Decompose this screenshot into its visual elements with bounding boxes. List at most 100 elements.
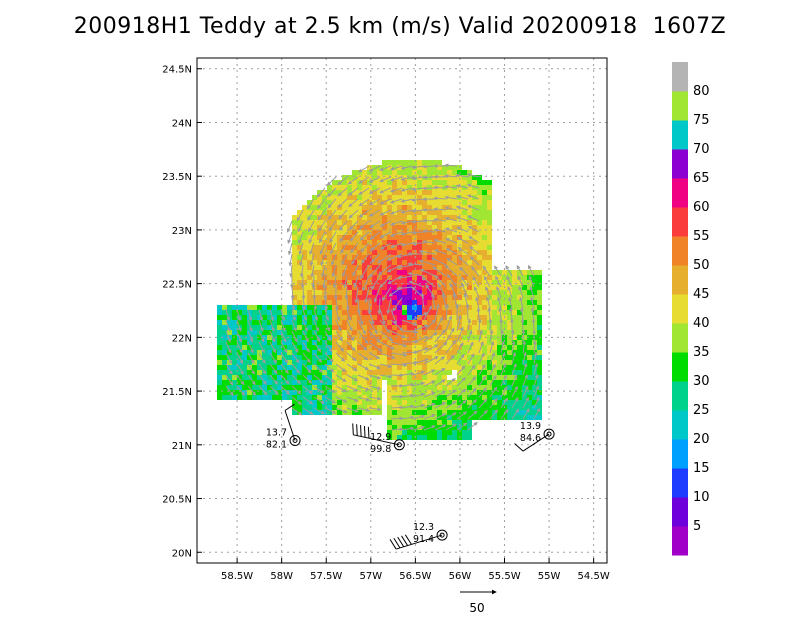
field-cell [357, 290, 362, 295]
wind-vector [368, 330, 381, 343]
field-cell [357, 300, 362, 305]
colorbar-label: 45 [693, 287, 710, 302]
field-cell [297, 305, 302, 310]
field-cell [347, 410, 352, 415]
wind-vector [335, 396, 348, 403]
field-cell [537, 305, 542, 310]
wind-vector [390, 352, 408, 357]
field-cell [322, 320, 327, 325]
field-cell [362, 195, 367, 200]
field-cell [337, 350, 342, 355]
field-cell [472, 180, 477, 185]
field-cell [412, 225, 417, 230]
field-cell [337, 395, 342, 400]
field-cell [292, 390, 297, 395]
field-cell [522, 295, 527, 300]
field-cell [252, 330, 257, 335]
field-cell [347, 200, 352, 205]
field-cell [437, 300, 442, 305]
field-cell [417, 320, 422, 325]
field-cell [277, 380, 282, 385]
field-cell [407, 360, 412, 365]
field-cell [332, 290, 337, 295]
field-cell [217, 340, 222, 345]
field-cell [427, 395, 432, 400]
wind-vector [342, 264, 348, 277]
field-cell [522, 325, 527, 330]
field-cell [347, 265, 352, 270]
field-cell [292, 245, 297, 250]
field-cell [327, 255, 332, 260]
wind-vector [371, 275, 381, 291]
field-cell [487, 205, 492, 210]
field-cell [397, 195, 402, 200]
field-cell [487, 250, 492, 255]
field-cell [527, 300, 532, 305]
field-cell [477, 230, 482, 235]
field-cell [432, 200, 437, 205]
field-cell [367, 175, 372, 180]
field-cell [287, 325, 292, 330]
field-cell [317, 310, 322, 315]
field-cell [522, 305, 527, 310]
field-cell [447, 200, 452, 205]
field-cell [427, 320, 432, 325]
field-cell [302, 345, 307, 350]
wind-vector [508, 296, 513, 310]
field-cell [302, 280, 307, 285]
field-cell [367, 315, 372, 320]
field-cell [267, 320, 272, 325]
field-cell [347, 390, 352, 395]
field-cell [342, 290, 347, 295]
field-cell [452, 415, 457, 420]
field-cell [267, 390, 272, 395]
colorbar-label: 30 [693, 374, 710, 389]
field-cell [327, 210, 332, 215]
field-cell [462, 170, 467, 175]
wind-vector [370, 242, 381, 251]
field-cell [382, 205, 387, 210]
field-cell [352, 410, 357, 415]
field-cell [327, 230, 332, 235]
field-cell [247, 360, 252, 365]
field-cell [417, 210, 422, 215]
wind-vector [346, 308, 352, 322]
wind-vector [351, 253, 359, 265]
field-cell [317, 245, 322, 250]
wind-vector [487, 307, 492, 321]
field-cell [317, 315, 322, 320]
field-cell [472, 230, 477, 235]
field-cell [432, 255, 437, 260]
field-cell [387, 385, 392, 390]
field-cell [447, 410, 452, 415]
field-cell [517, 350, 522, 355]
field-cell [387, 400, 392, 405]
field-cell [252, 355, 257, 360]
field-cell [462, 195, 467, 200]
field-cell [442, 395, 447, 400]
field-cell [417, 190, 422, 195]
wind-vector [478, 398, 488, 409]
wind-vector [291, 330, 298, 343]
field-cell [367, 235, 372, 240]
wind-vector [455, 205, 469, 211]
field-cell [347, 180, 352, 185]
field-cell [382, 315, 387, 320]
field-cell [452, 425, 457, 430]
field-cell [302, 220, 307, 225]
field-cell [487, 255, 492, 260]
field-cell [402, 270, 407, 275]
field-cell [307, 245, 312, 250]
field-cell [482, 380, 487, 385]
tick-label-x: 55W [538, 571, 561, 582]
field-cell [397, 205, 402, 210]
field-cell [282, 380, 287, 385]
field-cell [227, 305, 232, 310]
field-cell [462, 290, 467, 295]
wind-vector [423, 391, 436, 398]
field-cell [247, 390, 252, 395]
field-cell [527, 410, 532, 415]
field-cell [382, 330, 387, 335]
field-cell [467, 315, 472, 320]
field-cell [467, 435, 472, 440]
